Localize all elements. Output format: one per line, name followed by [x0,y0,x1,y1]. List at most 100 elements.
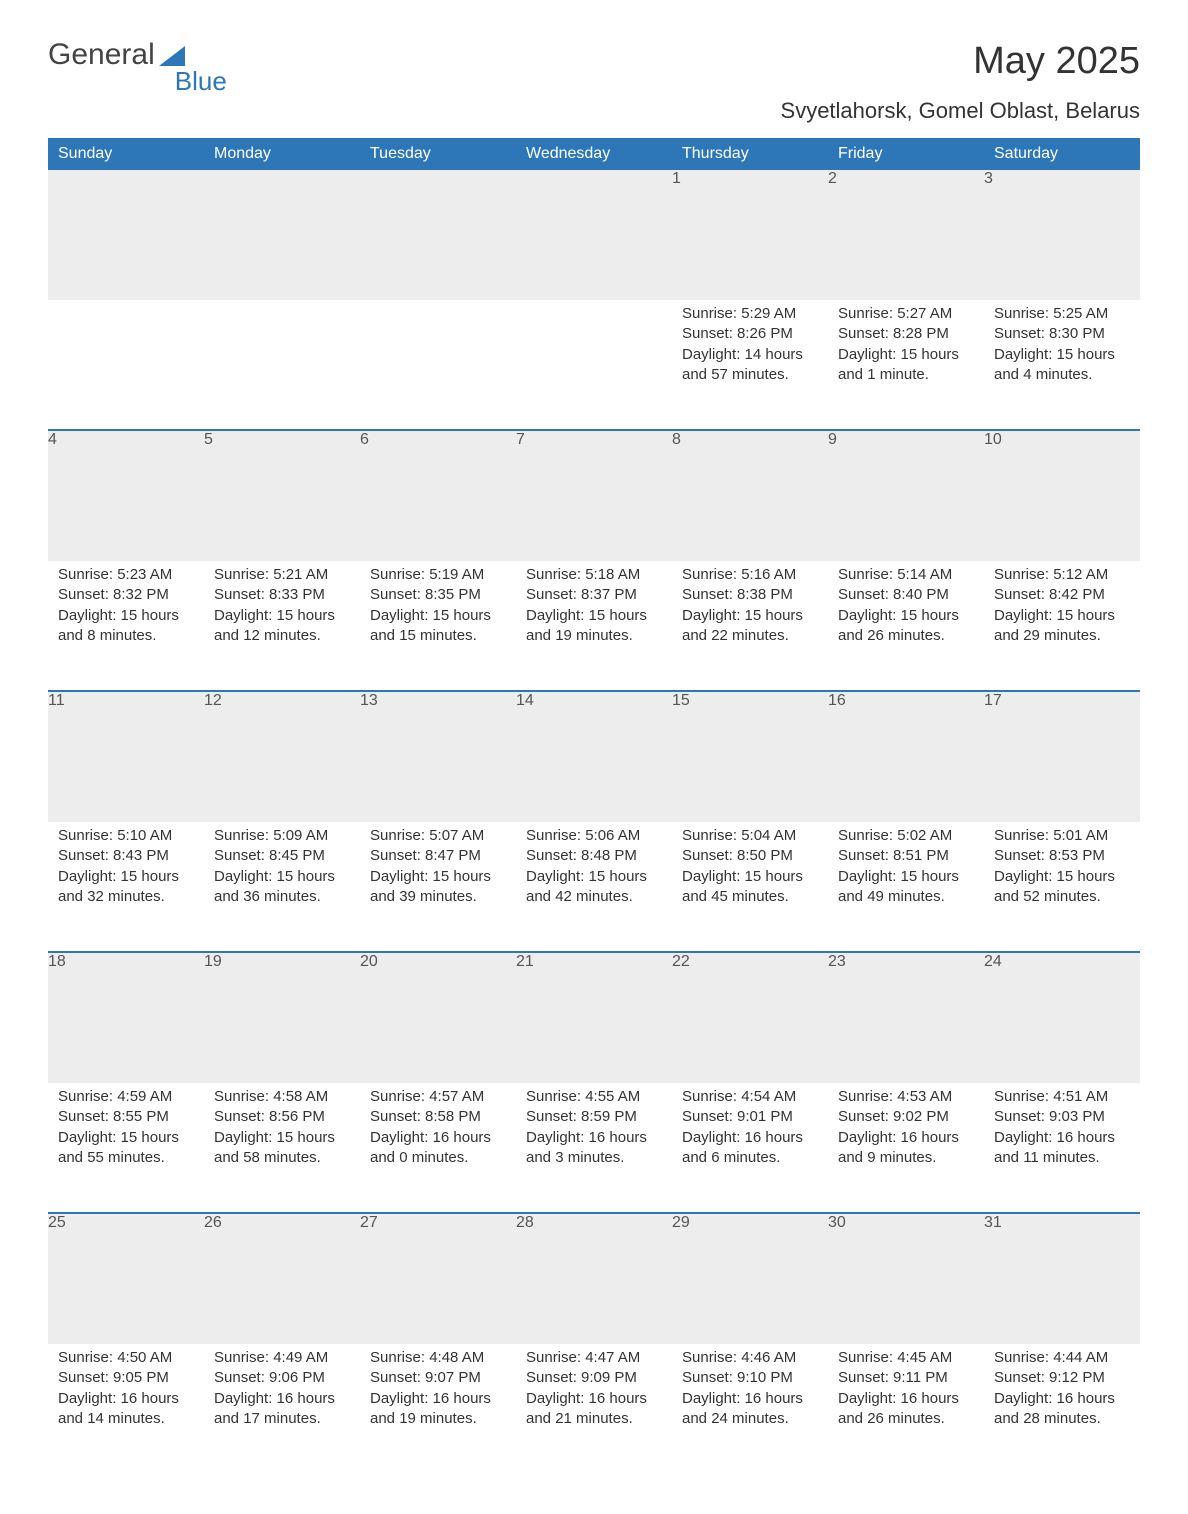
day-header: Saturday [984,138,1140,170]
day-number: 11 [48,692,204,822]
dl2-text: and 19 minutes. [370,1409,506,1429]
day-cell: Sunrise: 4:48 AMSunset: 9:07 PMDaylight:… [360,1344,516,1474]
dl2-text: and 17 minutes. [214,1409,350,1429]
sunrise-text: Sunrise: 5:14 AM [838,565,974,585]
day-number: 8 [672,431,828,561]
day-cell: Sunrise: 4:57 AMSunset: 8:58 PMDaylight:… [360,1083,516,1213]
day-cell [360,300,516,430]
sunrise-text: Sunrise: 4:48 AM [370,1348,506,1368]
dl2-text: and 49 minutes. [838,887,974,907]
sunrise-text: Sunrise: 5:16 AM [682,565,818,585]
day-cell: Sunrise: 5:18 AMSunset: 8:37 PMDaylight:… [516,561,672,691]
sunrise-text: Sunrise: 4:51 AM [994,1087,1130,1107]
sunrise-text: Sunrise: 4:54 AM [682,1087,818,1107]
day-number [516,170,672,300]
week-row: Sunrise: 4:50 AMSunset: 9:05 PMDaylight:… [48,1344,1140,1474]
sunrise-text: Sunrise: 5:25 AM [994,304,1130,324]
day-header-row: Sunday Monday Tuesday Wednesday Thursday… [48,138,1140,170]
sunrise-text: Sunrise: 4:50 AM [58,1348,194,1368]
sunset-text: Sunset: 8:30 PM [994,324,1130,344]
sunset-text: Sunset: 9:07 PM [370,1368,506,1388]
day-number: 24 [984,953,1140,1083]
dl1-text: Daylight: 16 hours [994,1128,1130,1148]
day-header: Wednesday [516,138,672,170]
day-cell: Sunrise: 4:47 AMSunset: 9:09 PMDaylight:… [516,1344,672,1474]
sunrise-text: Sunrise: 5:12 AM [994,565,1130,585]
logo-text-sub: Blue [175,68,227,94]
dl1-text: Daylight: 16 hours [214,1389,350,1409]
dl2-text: and 36 minutes. [214,887,350,907]
dl1-text: Daylight: 15 hours [58,1128,194,1148]
dl2-text: and 39 minutes. [370,887,506,907]
dl2-text: and 9 minutes. [838,1148,974,1168]
dl2-text: and 24 minutes. [682,1409,818,1429]
sunset-text: Sunset: 9:02 PM [838,1107,974,1127]
day-number: 9 [828,431,984,561]
sunset-text: Sunset: 8:28 PM [838,324,974,344]
dl2-text: and 6 minutes. [682,1148,818,1168]
daynum-row: 45678910 [48,431,1140,561]
day-cell [48,300,204,430]
sunset-text: Sunset: 9:06 PM [214,1368,350,1388]
sunrise-text: Sunrise: 4:49 AM [214,1348,350,1368]
sunset-text: Sunset: 9:03 PM [994,1107,1130,1127]
dl2-text: and 55 minutes. [58,1148,194,1168]
sunrise-text: Sunrise: 4:57 AM [370,1087,506,1107]
sunset-text: Sunset: 8:38 PM [682,585,818,605]
sunrise-text: Sunrise: 5:23 AM [58,565,194,585]
daynum-row: 11121314151617 [48,692,1140,822]
day-cell: Sunrise: 5:02 AMSunset: 8:51 PMDaylight:… [828,822,984,952]
dl1-text: Daylight: 16 hours [838,1389,974,1409]
sunrise-text: Sunrise: 5:21 AM [214,565,350,585]
day-cell: Sunrise: 4:53 AMSunset: 9:02 PMDaylight:… [828,1083,984,1213]
day-number: 27 [360,1214,516,1344]
calendar-table: Sunday Monday Tuesday Wednesday Thursday… [48,138,1140,1474]
sunset-text: Sunset: 8:51 PM [838,846,974,866]
day-cell: Sunrise: 5:04 AMSunset: 8:50 PMDaylight:… [672,822,828,952]
day-header: Thursday [672,138,828,170]
sunset-text: Sunset: 8:55 PM [58,1107,194,1127]
sunset-text: Sunset: 8:53 PM [994,846,1130,866]
day-cell: Sunrise: 5:29 AMSunset: 8:26 PMDaylight:… [672,300,828,430]
sunset-text: Sunset: 8:43 PM [58,846,194,866]
day-cell: Sunrise: 4:44 AMSunset: 9:12 PMDaylight:… [984,1344,1140,1474]
day-number: 4 [48,431,204,561]
sunrise-text: Sunrise: 4:45 AM [838,1348,974,1368]
day-number: 16 [828,692,984,822]
dl2-text: and 28 minutes. [994,1409,1130,1429]
day-number [360,170,516,300]
day-header: Monday [204,138,360,170]
sunrise-text: Sunrise: 5:02 AM [838,826,974,846]
sunset-text: Sunset: 8:56 PM [214,1107,350,1127]
day-number: 3 [984,170,1140,300]
dl2-text: and 58 minutes. [214,1148,350,1168]
day-header: Tuesday [360,138,516,170]
day-number: 29 [672,1214,828,1344]
day-number: 2 [828,170,984,300]
sunrise-text: Sunrise: 5:04 AM [682,826,818,846]
day-cell: Sunrise: 5:19 AMSunset: 8:35 PMDaylight:… [360,561,516,691]
sunset-text: Sunset: 8:50 PM [682,846,818,866]
day-cell: Sunrise: 5:07 AMSunset: 8:47 PMDaylight:… [360,822,516,952]
sunset-text: Sunset: 8:40 PM [838,585,974,605]
day-cell: Sunrise: 4:51 AMSunset: 9:03 PMDaylight:… [984,1083,1140,1213]
day-cell: Sunrise: 4:58 AMSunset: 8:56 PMDaylight:… [204,1083,360,1213]
week-row: Sunrise: 5:29 AMSunset: 8:26 PMDaylight:… [48,300,1140,430]
day-number: 6 [360,431,516,561]
sunset-text: Sunset: 9:11 PM [838,1368,974,1388]
dl2-text: and 32 minutes. [58,887,194,907]
day-cell [204,300,360,430]
dl1-text: Daylight: 15 hours [214,1128,350,1148]
dl2-text: and 3 minutes. [526,1148,662,1168]
sunset-text: Sunset: 9:01 PM [682,1107,818,1127]
day-cell: Sunrise: 5:14 AMSunset: 8:40 PMDaylight:… [828,561,984,691]
sunset-text: Sunset: 8:45 PM [214,846,350,866]
dl1-text: Daylight: 15 hours [682,867,818,887]
dl1-text: Daylight: 15 hours [214,867,350,887]
sunset-text: Sunset: 8:32 PM [58,585,194,605]
dl1-text: Daylight: 15 hours [994,606,1130,626]
dl1-text: Daylight: 16 hours [526,1128,662,1148]
dl1-text: Daylight: 16 hours [526,1389,662,1409]
dl1-text: Daylight: 15 hours [526,867,662,887]
dl1-text: Daylight: 14 hours [682,345,818,365]
